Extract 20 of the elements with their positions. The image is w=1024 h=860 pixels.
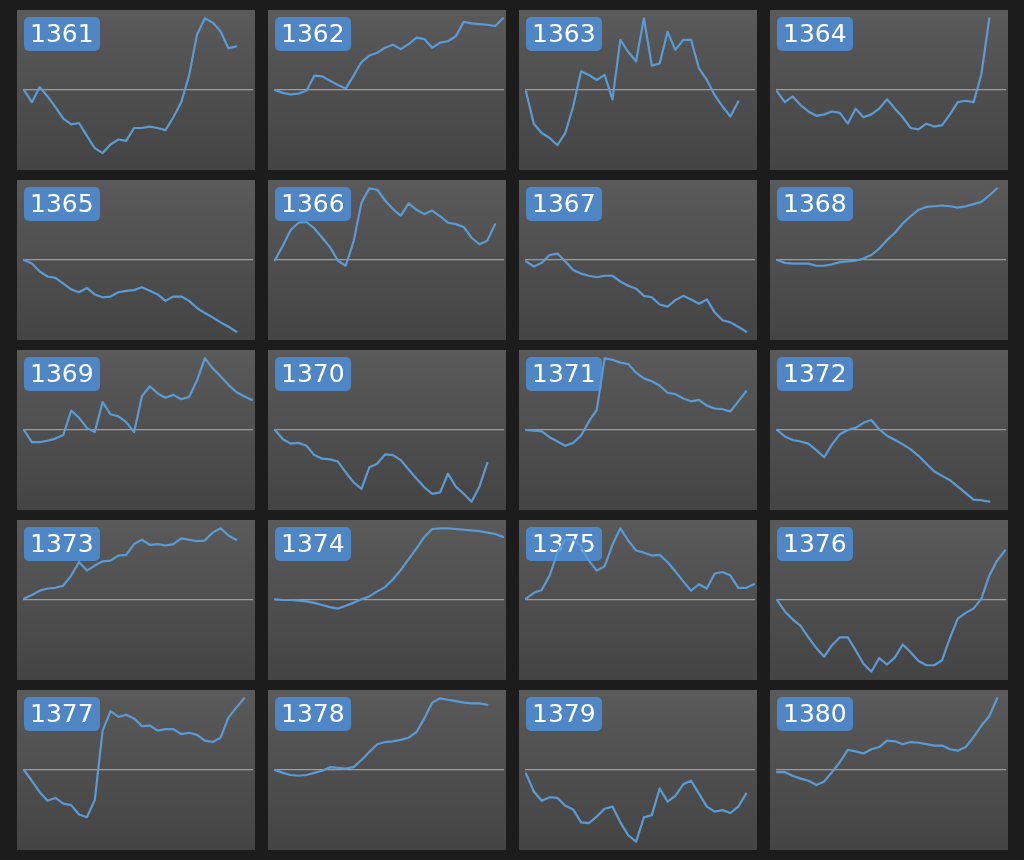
chart-title: 1371 [526,357,602,391]
chart-title: 1374 [275,527,351,561]
chart-title: 1376 [777,527,853,561]
chart-title: 1365 [24,187,100,221]
chart-title: 1361 [24,17,100,51]
chart-title: 1372 [777,357,853,391]
chart-title: 1368 [777,187,853,221]
chart-title: 1373 [24,527,100,561]
chart-title: 1369 [24,357,100,391]
chart-title: 1363 [526,17,602,51]
chart-title: 1366 [275,187,351,221]
chart-title: 1370 [275,357,351,391]
chart-title: 1380 [777,697,853,731]
chart-title: 1362 [275,17,351,51]
chart-title: 1379 [526,697,602,731]
chart-title: 1367 [526,187,602,221]
chart-title: 1378 [275,697,351,731]
chart-title: 1364 [777,17,853,51]
chart-title: 1375 [526,527,602,561]
chart-title: 1377 [24,697,100,731]
